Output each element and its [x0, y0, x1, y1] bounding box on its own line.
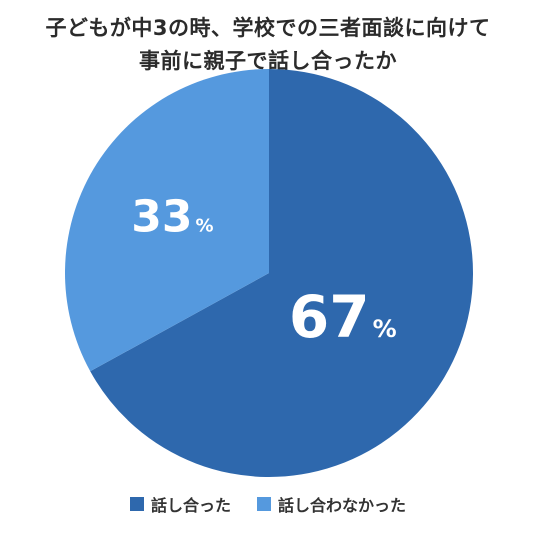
- chart-title: 子どもが中3の時、学校での三者面談に向けて 事前に親子で話し合ったか: [0, 12, 536, 78]
- pie-unit-discussed: %: [373, 315, 397, 343]
- pie-unit-not-discussed: %: [196, 215, 214, 236]
- pie-label-not-discussed: 33%: [131, 191, 213, 242]
- pie-slice-discussed: [90, 69, 474, 478]
- legend-item-not-discussed: 話し合わなかった: [257, 492, 406, 516]
- chart-legend: 話し合った 話し合わなかった: [0, 492, 536, 516]
- legend-swatch-discussed: [129, 497, 144, 511]
- legend-label-not-discussed: 話し合わなかった: [278, 496, 407, 515]
- pie-slice-not-discussed: [65, 69, 270, 372]
- legend-item-discussed: 話し合った: [129, 492, 231, 516]
- legend-label-discussed: 話し合った: [150, 496, 231, 515]
- chart-title-line-2: 事前に親子で話し合ったか: [139, 49, 397, 73]
- chart-title-line-1: 子どもが中3の時、学校での三者面談に向けて: [45, 16, 491, 40]
- legend-swatch-not-discussed: [257, 497, 271, 511]
